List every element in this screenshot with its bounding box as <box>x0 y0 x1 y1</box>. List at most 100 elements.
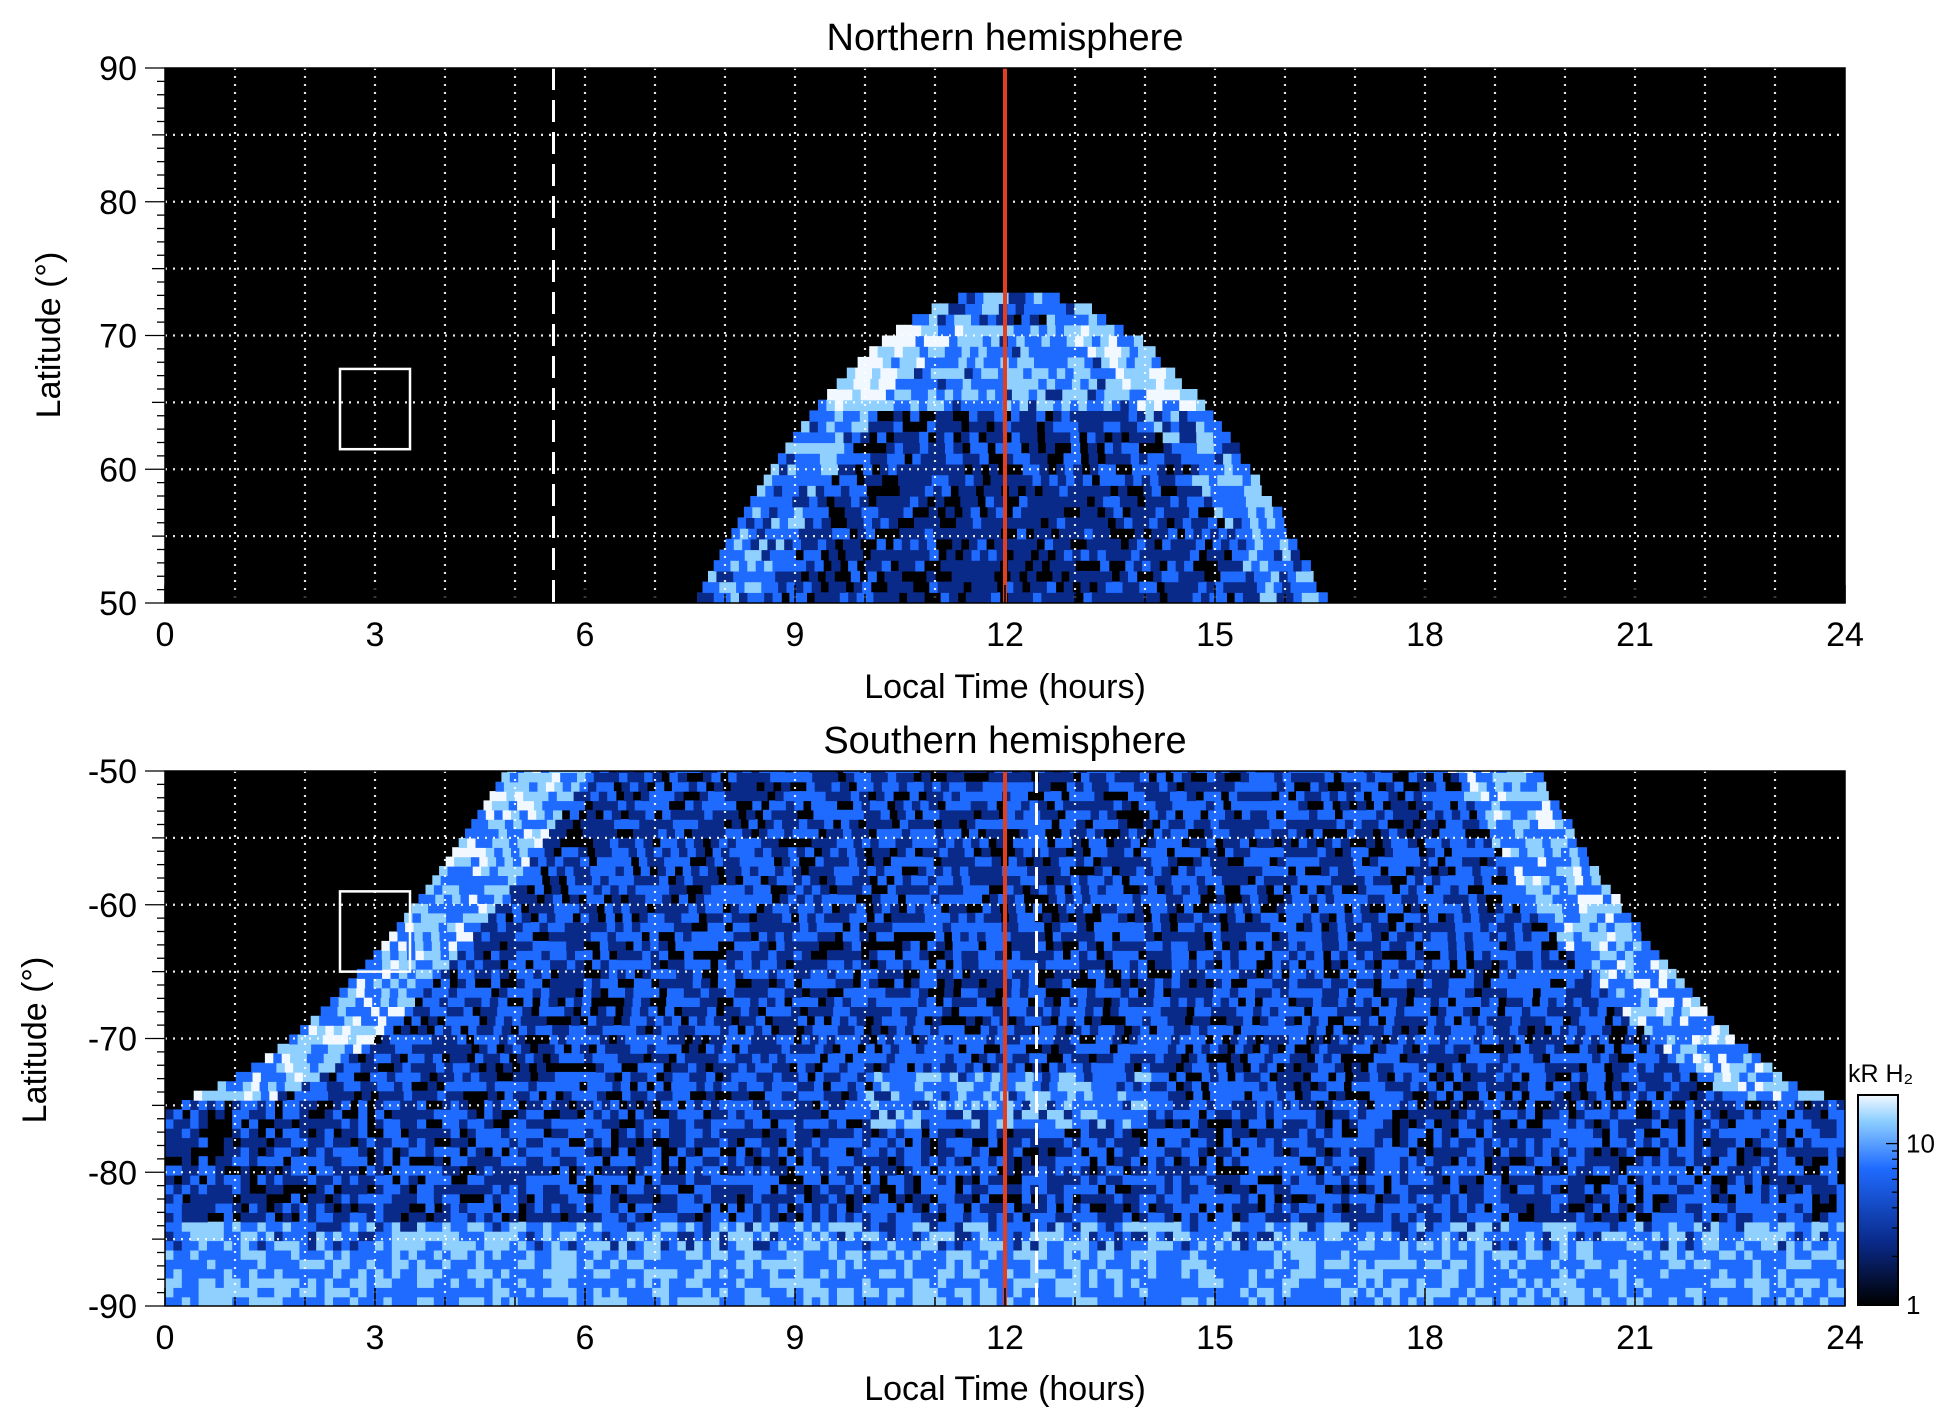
emission-cell <box>408 1118 418 1129</box>
emission-cell <box>1128 399 1138 411</box>
emission-cell <box>1509 1128 1519 1139</box>
emission-cell <box>1007 303 1017 315</box>
emission-cell <box>1366 1221 1376 1232</box>
emission-cell <box>509 1156 519 1167</box>
emission-cell <box>1063 1193 1073 1204</box>
emission-cell <box>165 1240 175 1251</box>
emission-cell <box>1156 1203 1166 1213</box>
emission-cell <box>694 1184 704 1195</box>
emission-cell <box>1819 1193 1829 1204</box>
emission-cell <box>618 1277 628 1288</box>
emission-cell <box>940 303 950 315</box>
emission-cell <box>1719 1193 1729 1204</box>
emission-cell <box>1173 1184 1183 1195</box>
emission-cell <box>1047 1259 1057 1270</box>
emission-cell <box>232 1287 242 1298</box>
emission-cell <box>1231 1146 1241 1157</box>
emission-cell <box>1045 431 1055 444</box>
emission-cell <box>274 1146 284 1157</box>
emission-cell <box>1038 1240 1048 1251</box>
emission-cell <box>190 1249 200 1260</box>
emission-cell <box>1089 1287 1099 1298</box>
y-tick-label: 90 <box>99 50 137 88</box>
emission-cell <box>1215 1277 1225 1288</box>
emission-cell <box>1618 1146 1628 1157</box>
emission-cell <box>492 1277 502 1288</box>
emission-cell <box>1049 474 1059 486</box>
emission-cell <box>383 1146 393 1157</box>
emission-cell <box>1114 549 1124 561</box>
emission-cell <box>1551 1240 1561 1251</box>
emission-cell <box>937 1165 947 1176</box>
emission-cell <box>1030 1165 1040 1176</box>
emission-cell <box>1576 1231 1586 1242</box>
emission-cell <box>1181 1287 1191 1298</box>
emission-cell <box>1195 421 1206 433</box>
emission-cell <box>1103 399 1113 411</box>
emission-cell <box>316 1137 326 1148</box>
emission-cell <box>660 1184 670 1195</box>
emission-cell <box>1500 1259 1510 1270</box>
emission-cell <box>1534 1259 1544 1270</box>
emission-cell <box>1567 1137 1577 1148</box>
emission-cell <box>1180 442 1190 454</box>
emission-cell <box>1112 431 1122 444</box>
emission-cell <box>921 1146 931 1157</box>
emission-cell <box>366 1203 376 1213</box>
emission-cell <box>1257 1268 1267 1279</box>
emission-cell <box>543 1165 553 1176</box>
emission-cell <box>895 506 905 518</box>
emission-cell <box>1341 1146 1351 1157</box>
emission-cell <box>484 1193 494 1204</box>
emission-cell <box>1129 442 1139 454</box>
emission-cell <box>1198 1212 1208 1223</box>
emission-cell <box>467 1212 477 1223</box>
emission-cell <box>1517 1296 1527 1306</box>
emission-cell <box>543 1137 553 1148</box>
emission-cell <box>795 1277 805 1288</box>
emission-cell <box>1668 1296 1678 1306</box>
emission-cell <box>759 538 769 551</box>
emission-cell <box>820 1296 830 1306</box>
emission-cell <box>1399 1165 1409 1176</box>
emission-cell <box>1080 378 1090 390</box>
emission-cell <box>969 431 979 444</box>
emission-cell <box>1609 1118 1619 1129</box>
emission-cell <box>215 1287 225 1298</box>
emission-cell <box>1769 1156 1779 1167</box>
emission-cell <box>1601 1287 1611 1298</box>
emission-cell <box>1483 1221 1493 1232</box>
emission-cell <box>1162 410 1172 422</box>
emission-cell <box>1025 485 1035 497</box>
emission-cell <box>811 581 821 593</box>
emission-cell <box>1206 1221 1216 1232</box>
emission-cell <box>534 1231 544 1242</box>
emission-cell <box>467 1259 477 1270</box>
emission-cell <box>811 1118 821 1129</box>
emission-cell <box>198 1259 208 1270</box>
emission-cell <box>878 506 888 518</box>
emission-cell <box>223 1277 233 1288</box>
emission-cell <box>1315 1287 1325 1298</box>
emission-cell <box>996 1287 1006 1298</box>
emission-cell <box>1727 1240 1737 1251</box>
emission-cell <box>996 1128 1006 1139</box>
emission-cell <box>559 1156 569 1167</box>
emission-cell <box>1105 1184 1115 1195</box>
emission-cell <box>425 1165 435 1176</box>
emission-cell <box>1408 1287 1418 1298</box>
emission-cell <box>1500 1193 1510 1204</box>
emission-cell <box>1517 1165 1527 1176</box>
emission-cell <box>1609 1156 1619 1167</box>
emission-cell <box>1010 570 1020 583</box>
emission-cell <box>1660 1249 1670 1260</box>
emission-cell <box>173 1137 183 1148</box>
emission-cell <box>467 1203 477 1213</box>
emission-cell <box>534 1174 544 1185</box>
emission-cell <box>755 560 765 572</box>
emission-cell <box>1210 485 1220 497</box>
emission-cell <box>240 1231 250 1242</box>
emission-cell <box>1089 1128 1099 1139</box>
emission-cell <box>853 1296 863 1306</box>
emission-cell <box>207 1249 217 1260</box>
